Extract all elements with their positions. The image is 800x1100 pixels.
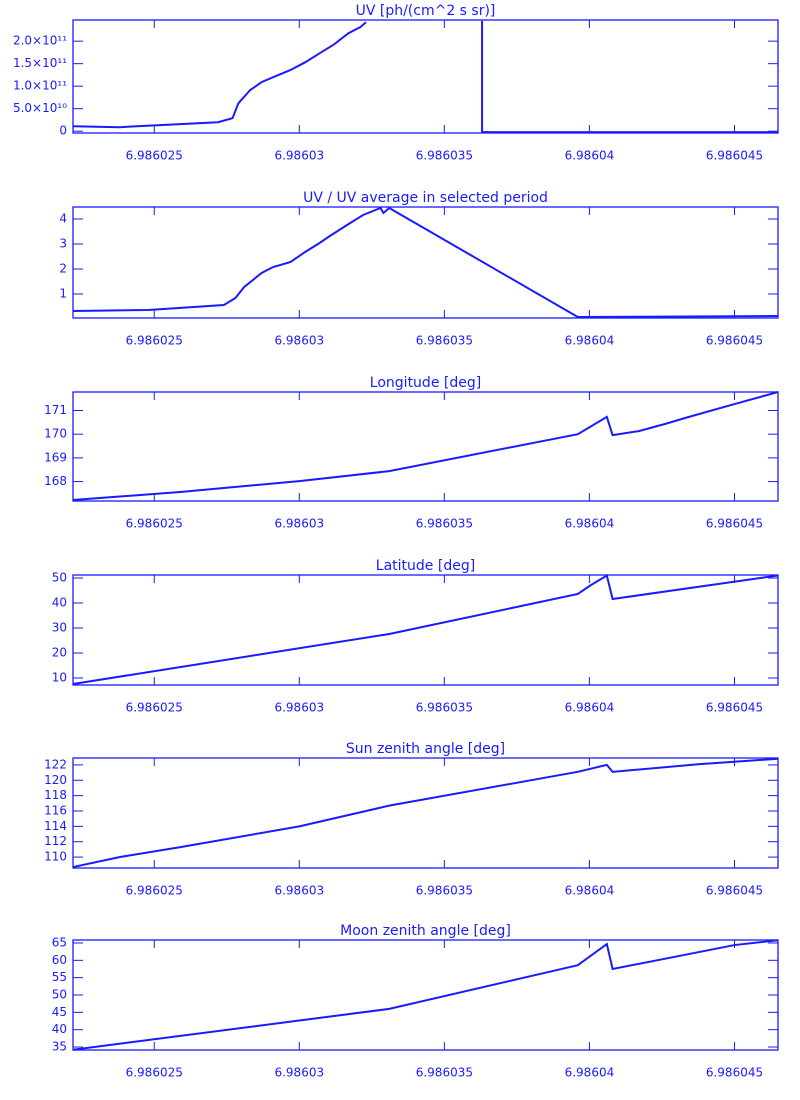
y-tick-label: 60 xyxy=(52,953,67,967)
panel: UV / UV average in selected period 6.9860… xyxy=(59,190,779,348)
y-tick-label: 120 xyxy=(44,773,67,787)
y-tick-label: 118 xyxy=(44,788,67,802)
y-tick-label: 110 xyxy=(44,850,67,864)
x-tick-label: 6.98604 xyxy=(565,1066,615,1080)
y-tick-label: 50 xyxy=(52,988,67,1002)
x-tick-label: 6.98604 xyxy=(565,334,615,348)
x-tick-label: 6.986035 xyxy=(416,149,473,163)
x-tick-label: 6.98603 xyxy=(274,1066,324,1080)
panel: Longitude [deg] 6.986025 6.98603 6.986035 6.… xyxy=(44,375,779,531)
y-tick-label: 171 xyxy=(44,403,67,417)
x-tick-label: 6.98603 xyxy=(274,517,324,531)
x-tick-label: 6.986045 xyxy=(706,149,763,163)
chart-title: Sun zenith angle [deg] xyxy=(346,741,505,757)
plot-frame xyxy=(72,574,779,686)
y-tick-label: 3 xyxy=(59,237,67,251)
y-tick-label: 65 xyxy=(52,935,67,949)
x-tick-label: 6.986025 xyxy=(126,1066,183,1080)
panel: UV [ph/(cm^2 s sr)] 6.986025 6.98603 6.9860… xyxy=(13,3,779,163)
y-tick-label: 1.0×10¹¹ xyxy=(13,79,67,93)
x-tick-label: 6.986035 xyxy=(416,1066,473,1080)
x-tick-label: 6.986035 xyxy=(416,884,473,898)
panel: Latitude [deg] 6.986025 6.98603 6.986035 6.9… xyxy=(52,558,779,715)
x-tick-label: 6.986035 xyxy=(416,334,473,348)
x-tick-label: 6.98604 xyxy=(565,149,615,163)
x-tick-label: 6.986045 xyxy=(706,1066,763,1080)
plot-frame xyxy=(72,206,779,319)
x-tick-label: 6.986045 xyxy=(706,517,763,531)
chart-title: UV [ph/(cm^2 s sr)] xyxy=(356,3,496,19)
y-tick-label: 112 xyxy=(44,834,67,848)
data-line xyxy=(72,20,778,134)
x-tick-label: 6.986025 xyxy=(126,334,183,348)
x-tick-label: 6.986035 xyxy=(416,701,473,715)
y-tick-label: 122 xyxy=(44,757,67,771)
x-tick-label: 6.98604 xyxy=(565,701,615,715)
x-tick-label: 6.986035 xyxy=(416,517,473,531)
y-tick-label: 30 xyxy=(52,621,67,635)
y-tick-label: 45 xyxy=(52,1005,67,1019)
panel: Moon zenith angle [deg] 6.986025 6.98603 6.… xyxy=(52,923,779,1080)
y-tick-label: 40 xyxy=(52,596,67,610)
x-tick-label: 6.98604 xyxy=(565,517,615,531)
x-tick-label: 6.986025 xyxy=(126,701,183,715)
y-tick-label: 5.0×10¹⁰ xyxy=(13,101,67,115)
y-tick-label: 40 xyxy=(52,1022,67,1036)
y-tick-label: 2.0×10¹¹ xyxy=(13,34,67,48)
y-tick-label: 169 xyxy=(44,450,67,464)
data-line xyxy=(72,939,779,1051)
y-tick-label: 0 xyxy=(59,124,67,138)
panel: Sun zenith angle [deg] 6.986025 6.98603 6.9… xyxy=(44,741,779,898)
chart-title: Moon zenith angle [deg] xyxy=(340,923,511,939)
chart-title: Latitude [deg] xyxy=(376,558,475,574)
x-tick-label: 6.986025 xyxy=(126,884,183,898)
x-tick-label: 6.986045 xyxy=(706,701,763,715)
x-tick-label: 6.98603 xyxy=(274,149,324,163)
y-tick-label: 1 xyxy=(59,287,67,301)
data-line xyxy=(72,757,779,869)
chart-title: UV / UV average in selected period xyxy=(303,190,548,206)
y-tick-label: 50 xyxy=(52,571,67,585)
x-tick-label: 6.98603 xyxy=(274,701,324,715)
y-tick-label: 2 xyxy=(59,262,67,276)
data-line xyxy=(72,391,779,502)
y-tick-label: 55 xyxy=(52,970,67,984)
x-tick-label: 6.98604 xyxy=(565,884,615,898)
y-tick-label: 116 xyxy=(44,804,67,818)
y-tick-label: 170 xyxy=(44,427,67,441)
y-tick-label: 1.5×10¹¹ xyxy=(13,56,67,70)
chart-title: Longitude [deg] xyxy=(370,375,481,391)
x-tick-label: 6.98603 xyxy=(274,334,324,348)
x-tick-label: 6.98603 xyxy=(274,884,324,898)
y-tick-label: 114 xyxy=(44,819,67,833)
y-tick-label: 168 xyxy=(44,474,67,488)
y-tick-label: 20 xyxy=(52,646,67,660)
plot-frame xyxy=(72,757,779,869)
data-line xyxy=(72,206,779,319)
y-tick-label: 4 xyxy=(59,212,67,226)
x-tick-label: 6.986045 xyxy=(706,334,763,348)
y-tick-label: 35 xyxy=(52,1040,67,1054)
data-line xyxy=(72,573,779,685)
x-tick-label: 6.986025 xyxy=(126,517,183,531)
plot-frame xyxy=(72,19,779,134)
x-tick-label: 6.986025 xyxy=(126,149,183,163)
x-tick-label: 6.986045 xyxy=(706,884,763,898)
y-tick-label: 10 xyxy=(52,671,67,685)
plot-frame xyxy=(72,391,779,502)
